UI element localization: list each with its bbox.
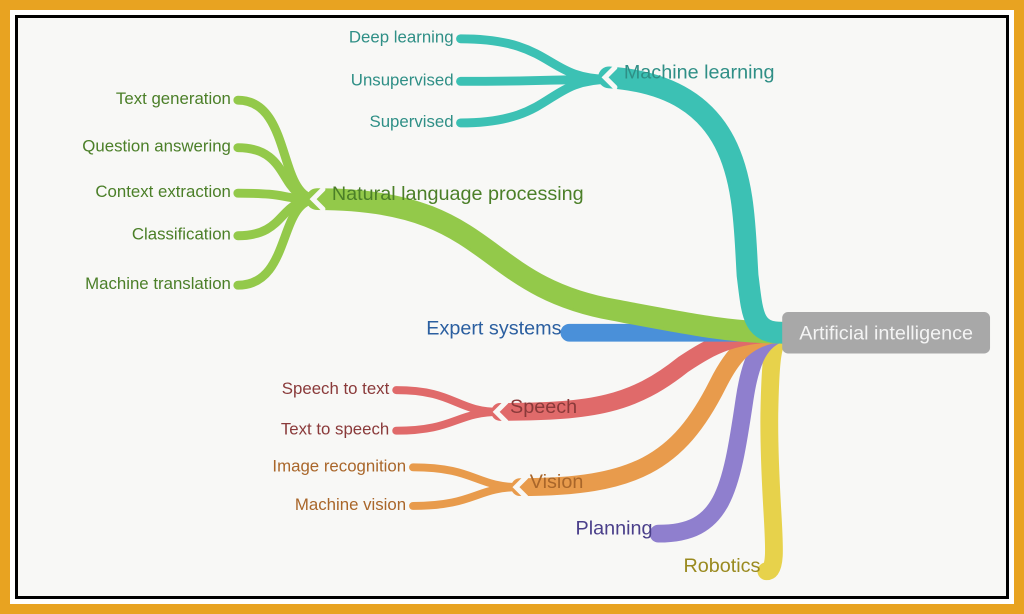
- leaf-label-vision-0: Image recognition: [272, 456, 406, 475]
- branch-nlp: [317, 199, 782, 333]
- branch-label-ml: Machine learning: [624, 61, 775, 83]
- leaf-label-nlp-1: Question answering: [82, 137, 231, 156]
- leaf-line-ml-2: [461, 79, 609, 123]
- branch-label-speech: Speech: [510, 396, 577, 418]
- root-label: Artificial intelligence: [799, 323, 973, 345]
- mindmap-svg: Artificial intelligence Machine learning D…: [18, 18, 1006, 596]
- leaf-line-speech-1: [396, 412, 500, 431]
- leaf-label-ml-1: Unsupervised: [351, 70, 454, 89]
- branch-label-nlp: Natural language processing: [332, 183, 584, 205]
- leaf-label-nlp-3: Classification: [132, 225, 231, 244]
- branch-label-vision: Vision: [530, 471, 584, 493]
- leaf-label-ml-0: Deep learning: [349, 28, 454, 47]
- branch-label-robotics: Robotics: [683, 555, 760, 577]
- leaf-label-ml-2: Supervised: [369, 112, 453, 131]
- branch-label-expert: Expert systems: [426, 318, 561, 340]
- leaf-label-nlp-2: Context extraction: [95, 182, 231, 201]
- leaf-line-vision-1: [413, 487, 520, 506]
- branch-label-planning: Planning: [576, 518, 653, 540]
- diagram-canvas: Artificial intelligence Machine learning D…: [15, 15, 1009, 599]
- branch-ml-mid: [609, 77, 782, 332]
- leaf-line-ml-0: [461, 39, 609, 80]
- leaf-line-nlp-4: [238, 199, 317, 285]
- leaf-label-vision-1: Machine vision: [295, 495, 406, 514]
- leaf-label-nlp-0: Text generation: [116, 89, 231, 108]
- leaf-label-speech-0: Speech to text: [282, 379, 390, 398]
- leaf-line-speech-0: [396, 390, 500, 412]
- outer-frame: Artificial intelligence Machine learning D…: [0, 0, 1024, 614]
- leaf-label-nlp-4: Machine translation: [85, 274, 231, 293]
- branch-nlp-mid: [317, 199, 782, 333]
- leaf-label-speech-1: Text to speech: [281, 420, 389, 439]
